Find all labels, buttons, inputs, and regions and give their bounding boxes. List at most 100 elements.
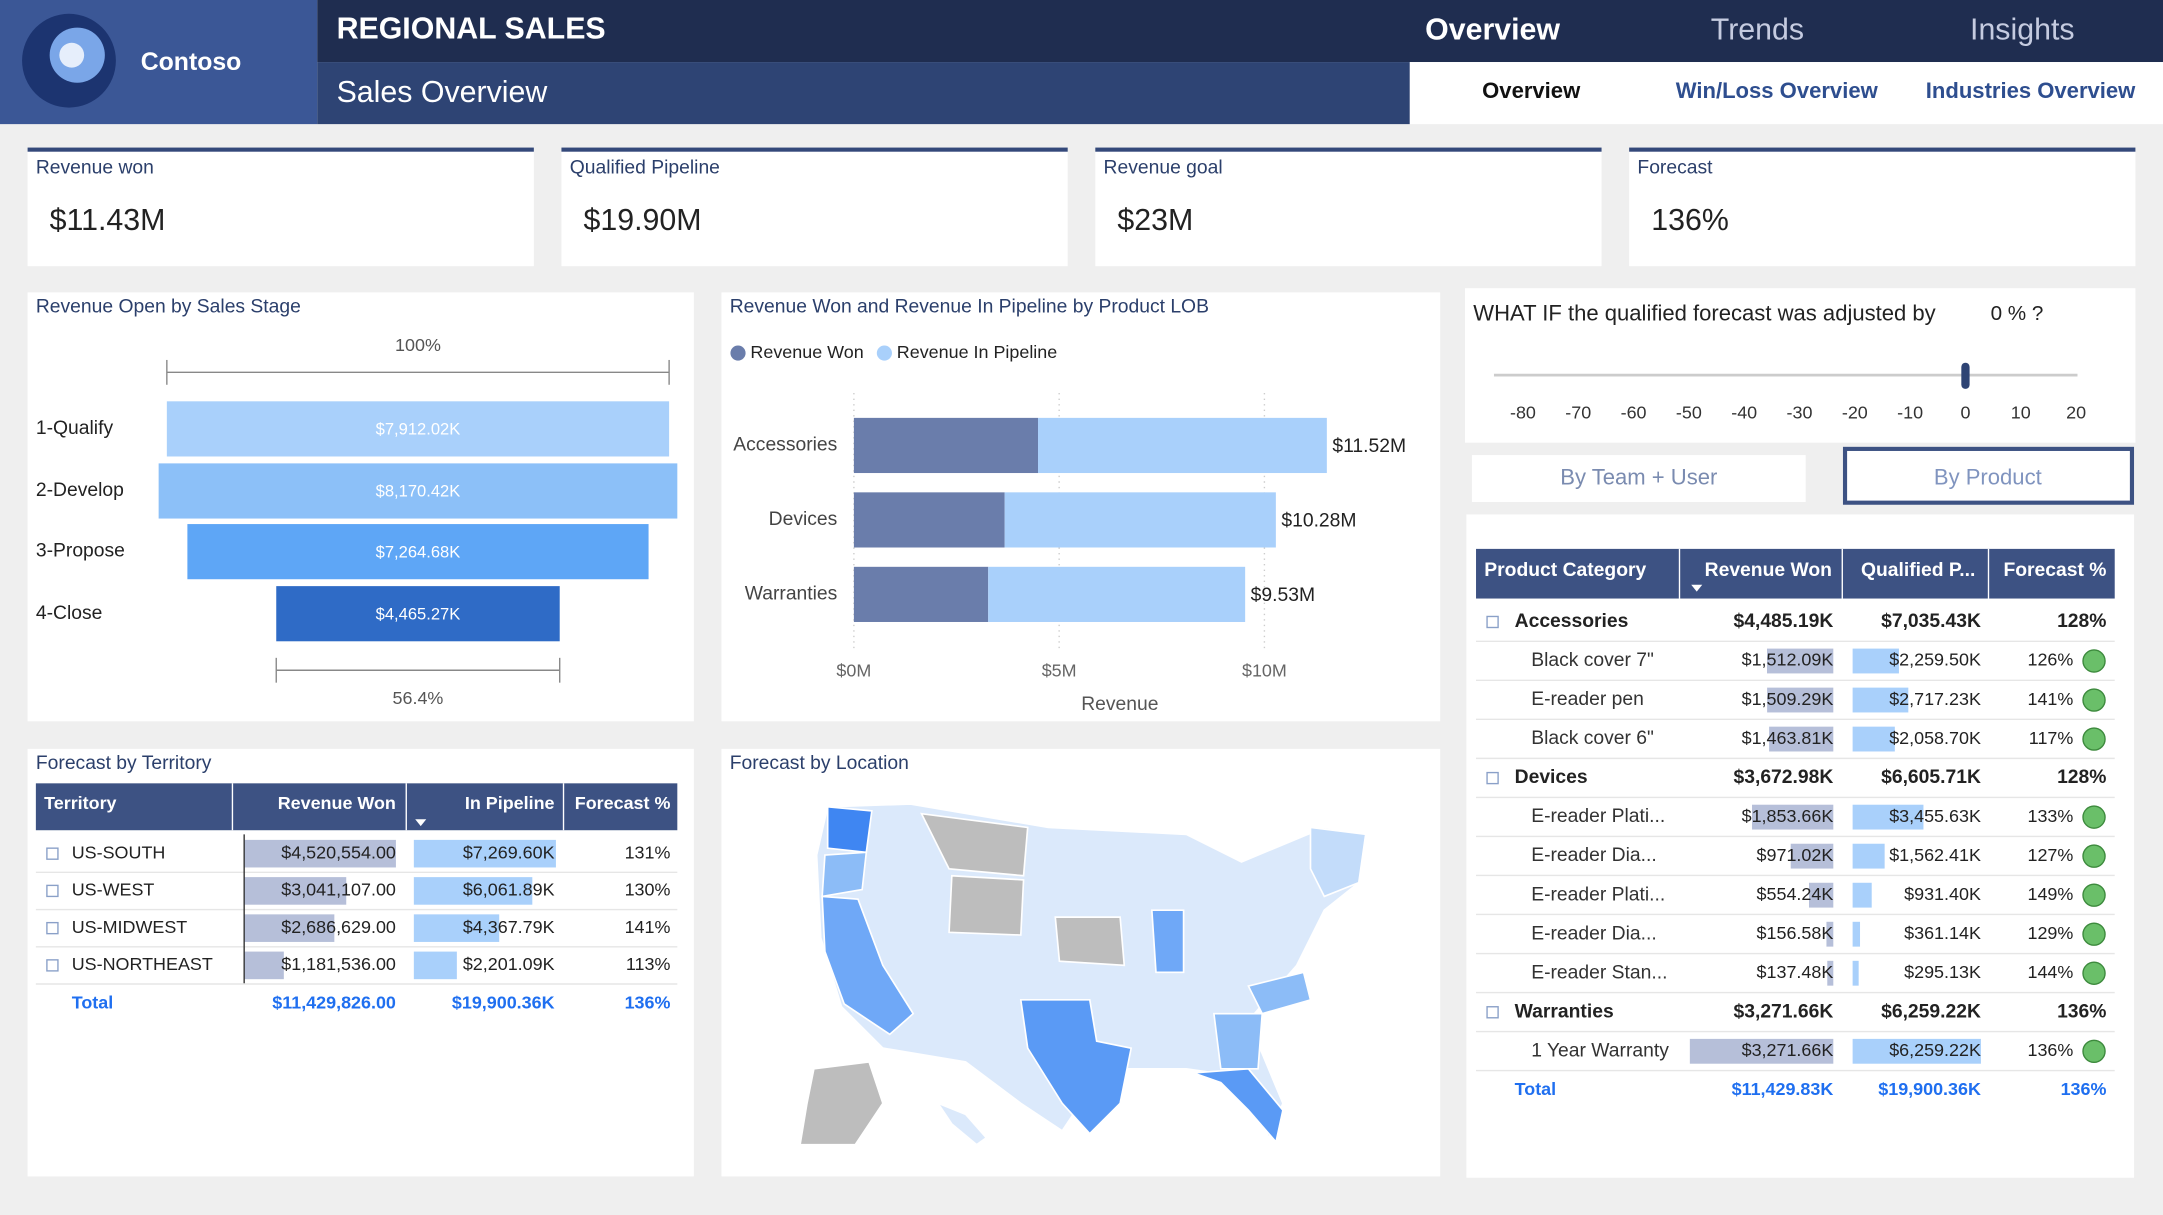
group-cell: 128% xyxy=(2057,767,2106,788)
kpi-label: Revenue goal xyxy=(1104,157,1223,178)
funnel-bar xyxy=(166,401,670,457)
slider-thumb[interactable] xyxy=(1961,362,1970,389)
expand-icon[interactable] xyxy=(46,847,59,860)
expand-icon[interactable] xyxy=(46,959,59,972)
status-indicator xyxy=(2082,805,2106,829)
total-cell: $11,429,826.00 xyxy=(272,993,396,1013)
data-bar xyxy=(1852,1038,1981,1064)
total-label: $11.52M xyxy=(1332,436,1406,457)
group-cell: 136% xyxy=(2057,1001,2106,1022)
status-indicator xyxy=(2082,922,2106,946)
x-tick-label: $5M xyxy=(1042,660,1077,680)
view-button[interactable] xyxy=(1471,455,1806,502)
bar-segment xyxy=(988,566,1246,622)
status-indicator xyxy=(2082,961,2106,985)
status-indicator xyxy=(2082,883,2106,907)
sub-tab[interactable]: Win/Loss Overview xyxy=(1676,78,1879,103)
row-label: E-reader Dia... xyxy=(1531,923,1657,944)
bar-segment xyxy=(853,492,1005,548)
column-header[interactable]: In Pipeline xyxy=(465,793,555,813)
cell: 144% xyxy=(2027,962,2073,982)
stage-label: 3-Propose xyxy=(36,541,125,562)
row-label: US-NORTHEAST xyxy=(72,954,213,974)
cell: $137.48K xyxy=(1757,962,1834,982)
sub-band xyxy=(317,62,1410,125)
total-label: $9.53M xyxy=(1251,585,1315,606)
kpi-card xyxy=(1629,147,2136,267)
kpi-accent xyxy=(561,147,1068,152)
bar-segment xyxy=(853,417,1039,474)
cell: $1,853.66K xyxy=(1742,806,1834,826)
row-label: Black cover 7" xyxy=(1531,650,1654,671)
slider-tick-label: -60 xyxy=(1621,402,1647,422)
column-header[interactable]: Forecast % xyxy=(575,793,671,813)
status-indicator xyxy=(2082,844,2106,868)
nav-tab[interactable]: Insights xyxy=(1970,14,2075,47)
kpi-card xyxy=(1095,147,1602,267)
expand-icon[interactable] xyxy=(46,921,59,935)
map-state xyxy=(1309,826,1367,898)
column-header[interactable]: Territory xyxy=(44,793,116,813)
stage-label: 2-Develop xyxy=(36,480,124,501)
bar-segment xyxy=(853,566,989,622)
view-button-label[interactable]: By Product xyxy=(1934,464,2042,489)
group-cell: $4,485.19K xyxy=(1733,611,1833,632)
status-indicator xyxy=(2082,649,2106,673)
top-band xyxy=(317,0,2163,63)
row-label: E-reader Stan... xyxy=(1531,962,1667,983)
column-header[interactable]: Revenue Won xyxy=(1705,560,1832,581)
legend-marker xyxy=(730,345,746,361)
card xyxy=(1464,288,2136,443)
data-bar xyxy=(244,877,347,905)
kpi-accent xyxy=(27,147,534,152)
cell: 136% xyxy=(2027,1040,2073,1060)
map-state xyxy=(1019,999,1133,1135)
cell: $1,512.09K xyxy=(1742,650,1834,670)
collapse-icon[interactable] xyxy=(1486,771,1499,785)
kpi-label: Forecast xyxy=(1637,157,1713,178)
view-button-label[interactable]: By Team + User xyxy=(1560,464,1717,489)
kpi-accent xyxy=(1095,147,1602,152)
map-hawaii xyxy=(935,1101,988,1146)
cell: $3,271.66K xyxy=(1742,1040,1834,1060)
total-label: Total xyxy=(1515,1079,1556,1099)
stage-label: 4-Close xyxy=(36,603,103,624)
data-bar xyxy=(1752,804,1834,830)
column-header[interactable]: Product Category xyxy=(1484,560,1646,581)
group-cell: $3,271.66K xyxy=(1733,1001,1833,1022)
cell: 127% xyxy=(2027,845,2073,865)
data-bar xyxy=(1852,687,1909,713)
funnel-bar xyxy=(276,586,560,642)
cell: 133% xyxy=(2027,806,2073,826)
total-label: $10.28M xyxy=(1281,510,1356,531)
nav-tab[interactable]: Trends xyxy=(1711,14,1804,47)
row-label: 1 Year Warranty xyxy=(1531,1040,1669,1061)
kpi-value: $23M xyxy=(1117,204,1193,237)
map-state xyxy=(1150,909,1185,974)
collapse-icon[interactable] xyxy=(1486,615,1499,629)
column-header[interactable]: Forecast % xyxy=(2003,560,2106,581)
cell: 126% xyxy=(2027,650,2073,670)
x-tick-label: $10M xyxy=(1242,660,1287,680)
cell: 141% xyxy=(2027,689,2073,709)
sub-tab[interactable]: Industries Overview xyxy=(1926,78,2136,103)
column-header[interactable]: Revenue Won xyxy=(278,793,396,813)
kpi-label: Qualified Pipeline xyxy=(570,157,720,178)
nav-tab[interactable]: Overview xyxy=(1425,14,1560,47)
data-bar xyxy=(413,877,533,905)
sub-tab[interactable]: Overview xyxy=(1482,78,1581,103)
status-indicator xyxy=(2082,727,2106,751)
group-label: Devices xyxy=(1515,767,1588,788)
slider-tick-label: 10 xyxy=(2011,402,2031,422)
column-header[interactable]: Qualified P... xyxy=(1861,560,1975,581)
map-state xyxy=(1212,1012,1264,1070)
cell: $7,269.60K xyxy=(463,842,555,862)
data-bar xyxy=(1689,1038,1834,1064)
view-button-selected[interactable] xyxy=(1842,446,2135,505)
expand-icon[interactable] xyxy=(46,884,59,898)
cell: $931.40K xyxy=(1904,884,1981,904)
data-bar xyxy=(1852,921,1861,947)
page-title: REGIONAL SALES xyxy=(337,12,606,45)
collapse-icon[interactable] xyxy=(1486,1006,1499,1019)
